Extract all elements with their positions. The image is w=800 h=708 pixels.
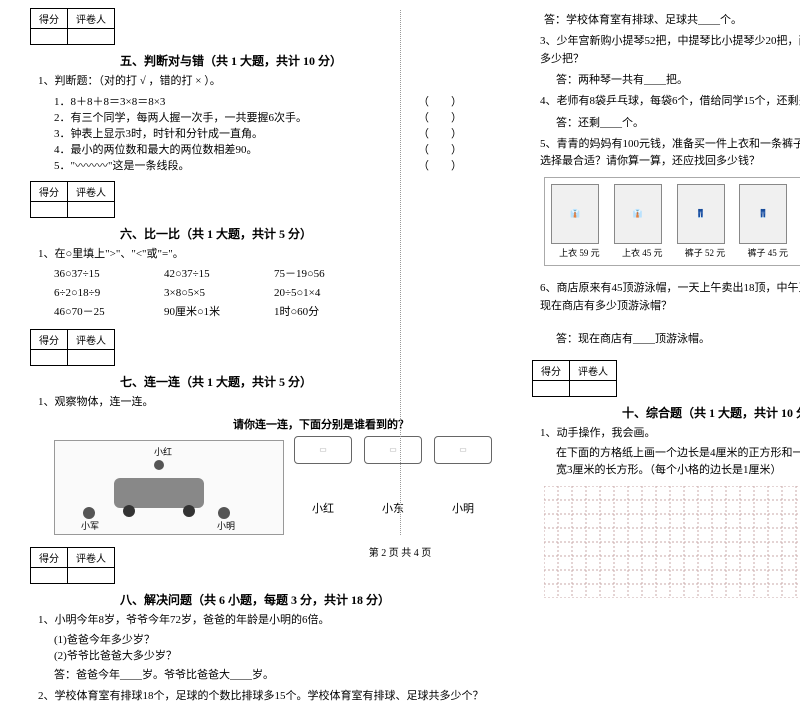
- person-label-3: 小明: [434, 500, 492, 516]
- s8-q1b: (2)爷爷比爸爸大多少岁？: [54, 647, 492, 663]
- s8-q1a: (1)爸爸今年多少岁？: [54, 631, 492, 647]
- bus-view-3: ▭: [434, 436, 492, 464]
- s8-a6: 答：现在商店有____顶游泳帽。: [556, 330, 800, 346]
- s8-q2: 2、学校体育室有排球18个，足球的个数比排球多15个。学校体育室有排球、足球共多…: [38, 688, 492, 706]
- s8-a1: 答：爸爸今年____岁。爷爷比爸爸大____岁。: [54, 666, 492, 682]
- section-6-title: 六、比一比（共 1 大题，共计 5 分）: [120, 225, 492, 242]
- observation-image: 小红 小军 小明: [54, 440, 284, 535]
- s10-lead: 1、动手操作，我会画。: [540, 425, 800, 443]
- s7-lead: 1、观察物体，连一连。: [38, 394, 492, 412]
- person-label-1: 小红: [294, 500, 352, 516]
- s5-item-2: 2．有三个同学，每两人握一次手，一共要握6次手。（ ）: [54, 109, 492, 125]
- s5-item-3: 3．钟表上显示3时，时针和分针成一直角。（ ）: [54, 125, 492, 141]
- cloth-2: 👔上衣 45 元: [614, 184, 671, 259]
- cloth-1: 👔上衣 59 元: [551, 184, 608, 259]
- grader-label: 评卷人: [68, 9, 115, 29]
- section-10-title: 十、综合题（共 1 大题，共计 10 分）: [622, 404, 800, 421]
- s8-a3: 答：两种琴一共有____把。: [556, 71, 800, 87]
- s6-row-3: 46○70－2590厘米○1米1时○60分: [54, 303, 492, 322]
- s6-row-1: 36○37÷1542○37÷1575－19○56: [54, 265, 492, 284]
- s5-item-1: 1．8＋8＋8＝3×8＝8×3（ ）: [54, 93, 492, 109]
- s10-desc: 在下面的方格纸上画一个边长是4厘米的正方形和一个长5厘米，宽3厘米的长方形。（每…: [556, 445, 800, 480]
- s5-item-5: 5．"〰〰〰"这是一条线段。（ ）: [54, 157, 492, 173]
- s8-q3: 3、少年宫新购小提琴52把，中提琴比小提琴少20把，两种琴一共有多少把？: [540, 33, 800, 68]
- clothes-row: 👔上衣 59 元 👔上衣 45 元 👖裤子 52 元 👖裤子 45 元 👖裤子 …: [544, 177, 800, 266]
- left-column: 得分评卷人 五、判断对与错（共 1 大题，共计 10 分） 1、判断题：（对的打…: [30, 8, 492, 708]
- s8-q4: 4、老师有8袋乒乓球，每袋6个，借给同学15个，还剩多少个？: [540, 93, 800, 111]
- s8-q5: 5、青青的妈妈有100元钱，准备买一件上衣和一条裤子，应该怎样选择最合适？请你算…: [540, 136, 800, 171]
- s6-row-2: 6÷2○18÷93×8○5×520÷5○1×4: [54, 284, 492, 303]
- s8-a4: 答：还剩____个。: [556, 114, 800, 130]
- s8-q1: 1、小明今年8岁，爷爷今年72岁，爸爸的年龄是小明的6倍。: [38, 612, 492, 630]
- section-5-title: 五、判断对与错（共 1 大题，共计 10 分）: [120, 52, 492, 69]
- score-box-5: 得分评卷人: [30, 8, 115, 45]
- s8-q6: 6、商店原来有45顶游泳帽，一天上午卖出18顶，中午又购进14顶。现在商店有多少…: [540, 280, 800, 315]
- s7-prompt: 请你连一连，下面分别是谁看到的？: [150, 416, 492, 432]
- s5-lead: 1、判断题：（对的打 √ ，错的打 × ）。: [38, 73, 492, 91]
- s5-item-4: 4．最小的两位数和最大的两位数相差90。（ ）: [54, 141, 492, 157]
- s6-lead: 1、在○里填上">"、"<"或"="。: [38, 246, 492, 264]
- grid-svg: [544, 486, 800, 598]
- cloth-4: 👖裤子 45 元: [739, 184, 796, 259]
- score-box-10: 得分评卷人: [532, 360, 617, 397]
- score-box-6: 得分评卷人: [30, 181, 115, 218]
- score-label: 得分: [31, 9, 68, 29]
- s8-a2: 答：学校体育室有排球、足球共____个。: [544, 11, 800, 27]
- bus-view-2: ▭: [364, 436, 422, 464]
- person-label-2: 小东: [364, 500, 422, 516]
- cloth-3: 👖裤子 52 元: [677, 184, 734, 259]
- page-footer: 第 2 页 共 4 页: [0, 544, 800, 559]
- bus-view-1: ▭: [294, 436, 352, 464]
- car-scene-icon: 小红 小军 小明: [59, 443, 279, 531]
- right-column: 答：学校体育室有排球、足球共____个。 3、少年宫新购小提琴52把，中提琴比小…: [532, 8, 800, 708]
- svg-text:小明: 小明: [217, 521, 235, 531]
- score-box-7: 得分评卷人: [30, 329, 115, 366]
- page-divider: [400, 10, 401, 535]
- section-7-title: 七、连一连（共 1 大题，共计 5 分）: [120, 373, 492, 390]
- section-8-title: 八、解决问题（共 6 小题，每题 3 分，共计 18 分）: [120, 591, 492, 608]
- grid-paper: [544, 486, 800, 598]
- svg-text:小军: 小军: [81, 521, 99, 531]
- svg-text:小红: 小红: [154, 446, 172, 457]
